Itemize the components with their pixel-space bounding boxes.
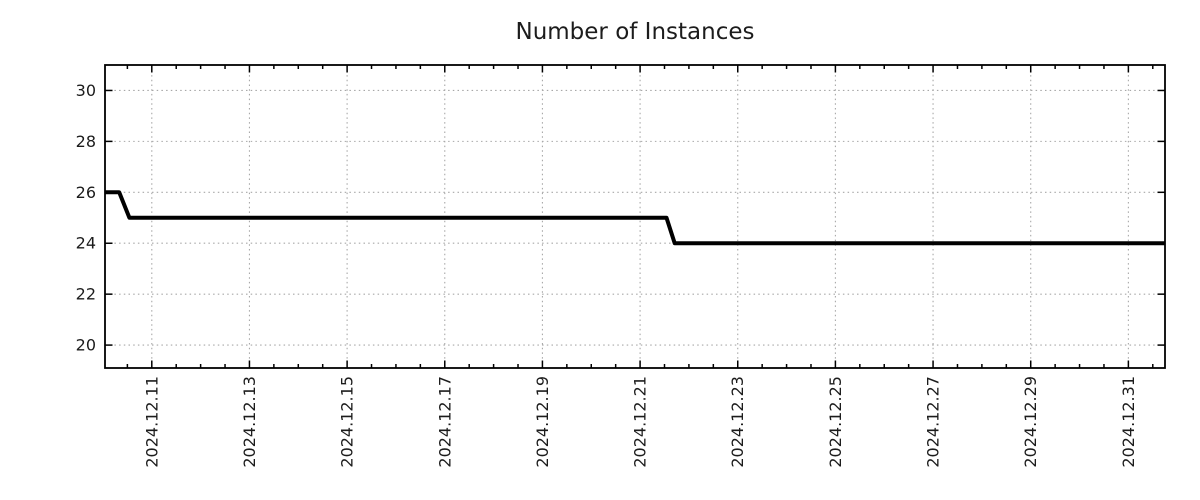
axis-layer [104, 64, 1166, 369]
x-tick-label: 2024.12.17 [435, 376, 454, 468]
x-tick-label: 2024.12.25 [826, 376, 845, 468]
y-tick-label: 30 [76, 81, 96, 100]
data-line-instances [105, 190, 1165, 246]
chart-title: Number of Instances [516, 19, 755, 45]
x-tick-label: 2024.12.31 [1119, 376, 1138, 468]
axis-labels: 20 22 24 26 28 30 2024.12.11 2024.12.13 2024.12.… [76, 81, 1138, 468]
x-tick-label: 2024.12.15 [338, 376, 357, 468]
x-tick-label: 2024.12.23 [728, 376, 747, 468]
data-series [105, 190, 1165, 246]
y-tick-label: 20 [76, 336, 96, 355]
y-tick-label: 24 [76, 234, 96, 253]
y-tick-label: 26 [76, 183, 96, 202]
x-tick-label: 2024.12.21 [631, 376, 650, 468]
x-tick-label: 2024.12.19 [533, 376, 552, 468]
plot-border [104, 64, 1166, 369]
y-tick-label: 28 [76, 132, 96, 151]
x-tick-label: 2024.12.27 [924, 376, 943, 468]
x-tick-label: 2024.12.29 [1021, 376, 1040, 468]
y-tick-label: 22 [76, 285, 96, 304]
x-tick-label: 2024.12.11 [142, 376, 161, 468]
x-tick-label: 2024.12.13 [240, 376, 259, 468]
